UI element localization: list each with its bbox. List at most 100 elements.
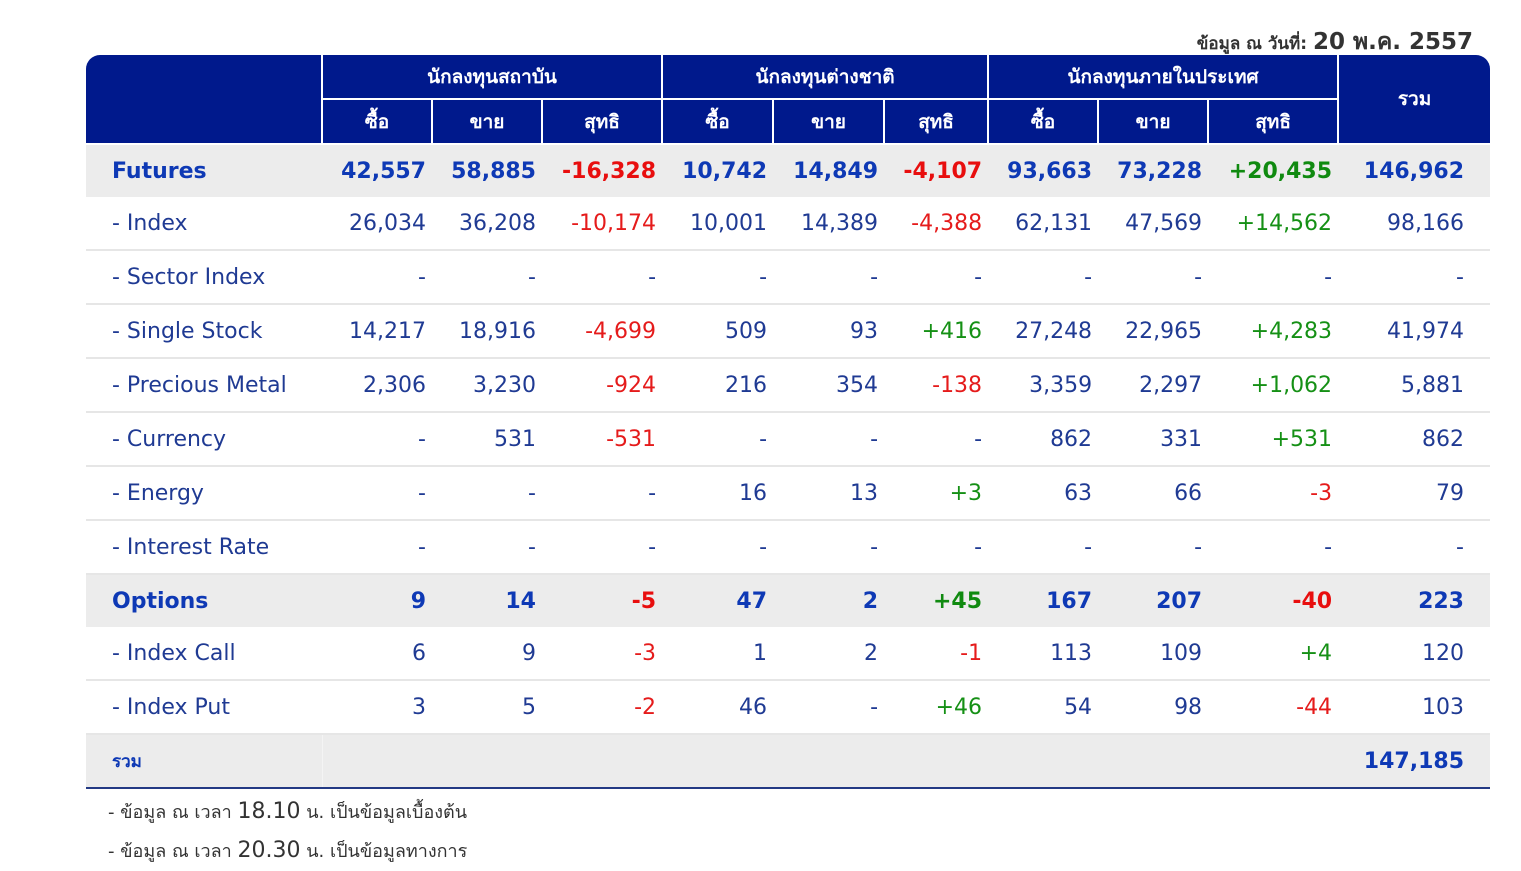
row-label: - Sector Index xyxy=(86,250,322,305)
cell-value: 862 xyxy=(988,412,1099,467)
summary-label: รวม xyxy=(86,734,322,789)
cell-value: +531 xyxy=(1208,412,1339,467)
cell-value: 58,885 xyxy=(432,144,542,197)
table-row: - Index Call 6 9 -3 1 2 -1 113 109 +4 120 xyxy=(86,627,1490,681)
cell-value: -2 xyxy=(542,680,663,735)
cell-value: 6 xyxy=(322,627,432,681)
cell-value: 103 xyxy=(1338,680,1490,735)
cell-value: 207 xyxy=(1098,574,1209,627)
cell-value: - xyxy=(322,466,432,521)
header-institutional: นักลงทุนสถาบัน xyxy=(320,55,664,100)
subheader-buy: ซื้อ xyxy=(321,99,433,145)
row-label: - Currency xyxy=(86,412,322,467)
cell-value: 3 xyxy=(322,680,432,735)
header-corner xyxy=(86,55,323,145)
cell-value: 66 xyxy=(1098,466,1209,521)
cell-value: 10,742 xyxy=(662,144,774,197)
cell-value: +45 xyxy=(884,574,989,627)
cell-value: -1 xyxy=(884,627,989,681)
cell-value: 63 xyxy=(988,466,1099,521)
cell-value: 9 xyxy=(322,574,432,627)
investor-trading-table: นักลงทุนสถาบัน นักลงทุนต่างชาติ นักลงทุน… xyxy=(86,55,1490,789)
cell-value: 26,034 xyxy=(322,197,432,251)
cell-value: - xyxy=(1338,520,1490,575)
cell-value: 93,663 xyxy=(988,144,1099,197)
cell-value: - xyxy=(542,520,663,575)
cell-value: 54 xyxy=(988,680,1099,735)
cell-value: -5 xyxy=(542,574,663,627)
subheader-buy: ซื้อ xyxy=(987,99,1100,145)
table-row: - Currency -531 -531- - -862 331 +531 862 xyxy=(86,412,1490,467)
cell-value: 3,230 xyxy=(432,358,542,413)
row-label: - Index Call xyxy=(86,627,322,681)
table-row: - Precious Metal 2,306 3,230 -924 216 354 -138… xyxy=(86,358,1490,413)
subheader-sell: ขาย xyxy=(1097,99,1210,145)
cell-value: 113 xyxy=(988,627,1099,681)
cell-value: - xyxy=(662,520,774,575)
cell-value: - xyxy=(432,466,542,521)
cell-value: 27,248 xyxy=(988,304,1099,359)
cell-value: - xyxy=(432,250,542,305)
cell-value: +46 xyxy=(884,680,989,735)
cell-value: 2,306 xyxy=(322,358,432,413)
cell-value: 5 xyxy=(432,680,542,735)
table-row: - Interest Rate - - - - - - - - - - xyxy=(86,520,1490,575)
row-label: - Interest Rate xyxy=(86,520,322,575)
cell-value: 41,974 xyxy=(1338,304,1490,359)
cell-value: -44 xyxy=(1208,680,1339,735)
summary-blank xyxy=(321,734,1339,789)
cell-value: - xyxy=(884,250,989,305)
cell-value: 46 xyxy=(662,680,774,735)
cell-value: - xyxy=(542,466,663,521)
subheader-net: สุทธิ xyxy=(883,99,990,145)
cell-value: 62,131 xyxy=(988,197,1099,251)
cell-value: - xyxy=(988,520,1099,575)
cell-value: 2,297 xyxy=(1098,358,1209,413)
cell-value: 42,557 xyxy=(322,144,432,197)
cell-value: 331 xyxy=(1098,412,1209,467)
cell-value: - xyxy=(773,250,885,305)
cell-value: - xyxy=(1208,520,1339,575)
cell-value: 79 xyxy=(1338,466,1490,521)
header-foreign: นักลงทุนต่างชาติ xyxy=(661,55,990,100)
cell-value: - xyxy=(1098,520,1209,575)
row-label: - Precious Metal xyxy=(86,358,322,413)
subheader-net: สุทธิ xyxy=(540,99,664,145)
cell-value: - xyxy=(1208,250,1339,305)
table-row: - Single Stock 14,217 18,916 -4,699 509 93 +41… xyxy=(86,304,1490,359)
cell-value: 9 xyxy=(432,627,542,681)
subheader-sell: ขาย xyxy=(431,99,543,145)
cell-value: 1 xyxy=(662,627,774,681)
cell-value: - xyxy=(322,250,432,305)
cell-value: 98,166 xyxy=(1338,197,1490,251)
subheader-sell: ขาย xyxy=(772,99,886,145)
cell-value: - xyxy=(662,412,774,467)
cell-value: 216 xyxy=(662,358,774,413)
cell-value: - xyxy=(322,412,432,467)
cell-value: -40 xyxy=(1208,574,1339,627)
cell-value: -4,699 xyxy=(542,304,663,359)
cell-value: 10,001 xyxy=(662,197,774,251)
cell-value: 98 xyxy=(1098,680,1209,735)
cell-value: - xyxy=(542,250,663,305)
cell-value: 531 xyxy=(432,412,542,467)
cell-value: +4,283 xyxy=(1208,304,1339,359)
cell-value: - xyxy=(773,412,885,467)
cell-value: 14,217 xyxy=(322,304,432,359)
cell-value: +416 xyxy=(884,304,989,359)
cell-value: - xyxy=(884,520,989,575)
table-row: Futures 42,557 58,885 -16,328 10,742 14,849 -4… xyxy=(86,144,1490,197)
cell-value: +3 xyxy=(884,466,989,521)
subheader-buy: ซื้อ xyxy=(661,99,775,145)
cell-value: 3,359 xyxy=(988,358,1099,413)
cell-value: 120 xyxy=(1338,627,1490,681)
cell-value: 2 xyxy=(773,627,885,681)
notes: - ข้อมูล ณ เวลา 18.10 น. เป็นข้อมูลเบื้อ… xyxy=(108,793,467,871)
cell-value: 14 xyxy=(432,574,542,627)
row-label: - Index xyxy=(86,197,322,251)
header-total: รวม xyxy=(1337,55,1490,145)
data-date: ข้อมูล ณ วันที่: 20 พ.ค. 2557 xyxy=(1197,24,1473,60)
cell-value: - xyxy=(322,520,432,575)
table-row: - Sector Index - - - - - - - - - - xyxy=(86,250,1490,305)
date-value: 20 พ.ค. 2557 xyxy=(1312,29,1473,55)
